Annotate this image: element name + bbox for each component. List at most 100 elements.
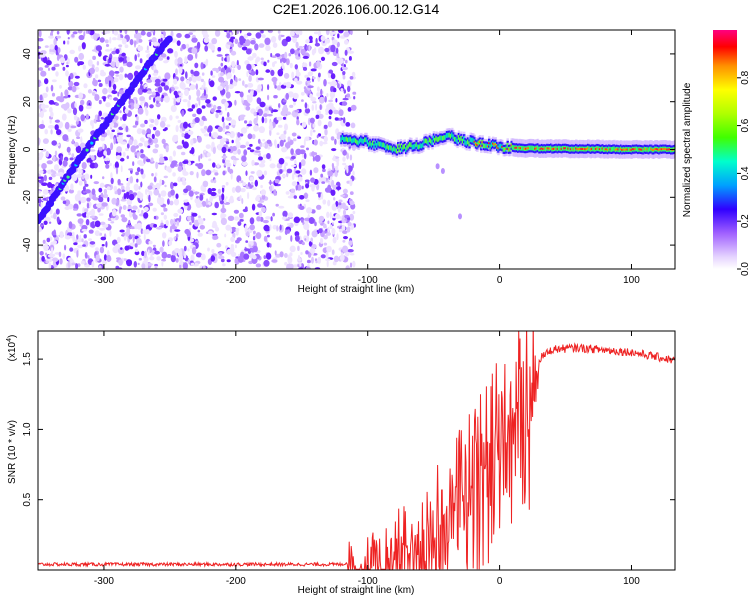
carrier-band-core: [451, 132, 454, 138]
noise-speckle: [175, 115, 179, 119]
noise-speckle: [300, 48, 306, 55]
noise-speckle: [333, 155, 336, 161]
noise-speckle: [290, 148, 294, 156]
carrier-band-peak: [664, 148, 668, 150]
noise-speckle: [132, 212, 136, 218]
noise-speckle: [202, 33, 210, 39]
noise-speckle: [184, 33, 191, 39]
noise-speckle: [120, 165, 123, 173]
noise-speckle: [274, 139, 277, 147]
noise-speckle: [121, 189, 126, 193]
x-tick-label: -200: [226, 275, 246, 286]
noise-speckle: [293, 167, 297, 175]
carrier-band-core: [559, 146, 562, 151]
x-tick-label: 0: [497, 576, 503, 587]
noise-speckle: [350, 104, 357, 111]
noise-speckle: [133, 183, 139, 191]
noise-speckle: [101, 202, 108, 207]
noise-speckle: [196, 89, 201, 97]
noise-speckle: [217, 126, 223, 133]
carrier-band-peak: [540, 147, 544, 150]
noise-speckle: [324, 38, 331, 44]
noise-speckle: [306, 77, 311, 82]
carrier-band-core: [389, 145, 392, 150]
noise-speckle: [257, 138, 261, 144]
noise-speckle: [51, 79, 57, 83]
carrier-band-peak: [577, 148, 581, 151]
noise-speckle: [81, 224, 88, 231]
noise-speckle: [218, 195, 222, 202]
noise-speckle: [318, 72, 321, 78]
noise-speckle: [336, 233, 339, 241]
noise-speckle: [98, 99, 102, 105]
noise-speckle: [333, 197, 336, 201]
noise-speckle: [156, 256, 161, 261]
noise-speckle: [137, 38, 143, 43]
noise-speckle: [306, 207, 313, 214]
noise-speckle: [201, 115, 206, 122]
noise-speckle: [285, 156, 291, 159]
noise-speckle: [249, 56, 252, 60]
noise-speckle: [100, 116, 105, 120]
carrier-band-core: [597, 146, 600, 151]
noise-speckle: [76, 234, 79, 240]
noise-speckle: [56, 35, 62, 39]
carrier-band-core: [361, 138, 364, 144]
noise-speckle: [225, 116, 232, 121]
noise-speckle: [135, 99, 138, 104]
noise-speckle: [218, 76, 225, 83]
carrier-band-core: [506, 142, 509, 148]
noise-speckle: [347, 107, 352, 112]
noise-speckle: [122, 205, 127, 210]
noise-speckle: [226, 259, 231, 263]
noise-speckle: [84, 252, 88, 259]
noise-speckle: [301, 121, 307, 128]
noise-speckle: [87, 89, 92, 94]
carrier-band-peak: [614, 148, 618, 151]
carrier-band-core: [647, 147, 650, 153]
noise-speckle: [183, 199, 189, 203]
carrier-band-core: [395, 148, 399, 154]
noise-speckle: [49, 119, 52, 124]
noise-speckle: [211, 224, 218, 229]
carrier-band-peak: [584, 148, 587, 151]
noise-speckle: [218, 252, 223, 256]
noise-speckle: [300, 218, 304, 223]
noise-speckle: [182, 171, 189, 176]
carrier-band-core: [502, 147, 505, 152]
noise-speckle: [251, 133, 256, 140]
noise-speckle: [308, 61, 312, 67]
carrier-band-core: [463, 136, 466, 142]
noise-speckle: [217, 106, 222, 110]
noise-speckle: [292, 264, 299, 268]
noise-speckle: [304, 102, 308, 109]
noise-speckle: [97, 50, 102, 57]
noise-speckle: [276, 132, 280, 135]
noise-speckle: [116, 146, 122, 153]
noise-speckle: [115, 167, 119, 175]
noise-speckle: [241, 198, 244, 205]
noise-speckle: [50, 253, 56, 257]
noise-speckle: [310, 38, 313, 42]
noise-speckle: [143, 206, 149, 212]
noise-speckle: [99, 37, 105, 43]
noise-speckle: [284, 261, 288, 266]
noise-speckle: [91, 123, 94, 129]
noise-speckle: [53, 38, 57, 46]
noise-speckle: [231, 187, 236, 193]
noise-speckle: [173, 182, 178, 187]
noise-speckle: [338, 30, 344, 34]
carrier-band-core: [469, 137, 472, 142]
carrier-band-core: [346, 137, 350, 143]
carrier-band-peak: [638, 148, 641, 151]
noise-speckle: [76, 136, 81, 139]
noise-speckle: [309, 117, 315, 124]
noise-speckle: [221, 185, 226, 188]
carrier-band-core: [571, 146, 574, 152]
noise-speckle: [256, 169, 263, 177]
carrier-band-core: [517, 146, 520, 151]
noise-speckle: [94, 230, 100, 237]
noise-speckle: [62, 200, 67, 205]
noise-speckle: [175, 125, 179, 133]
carrier-band-peak: [604, 148, 607, 151]
